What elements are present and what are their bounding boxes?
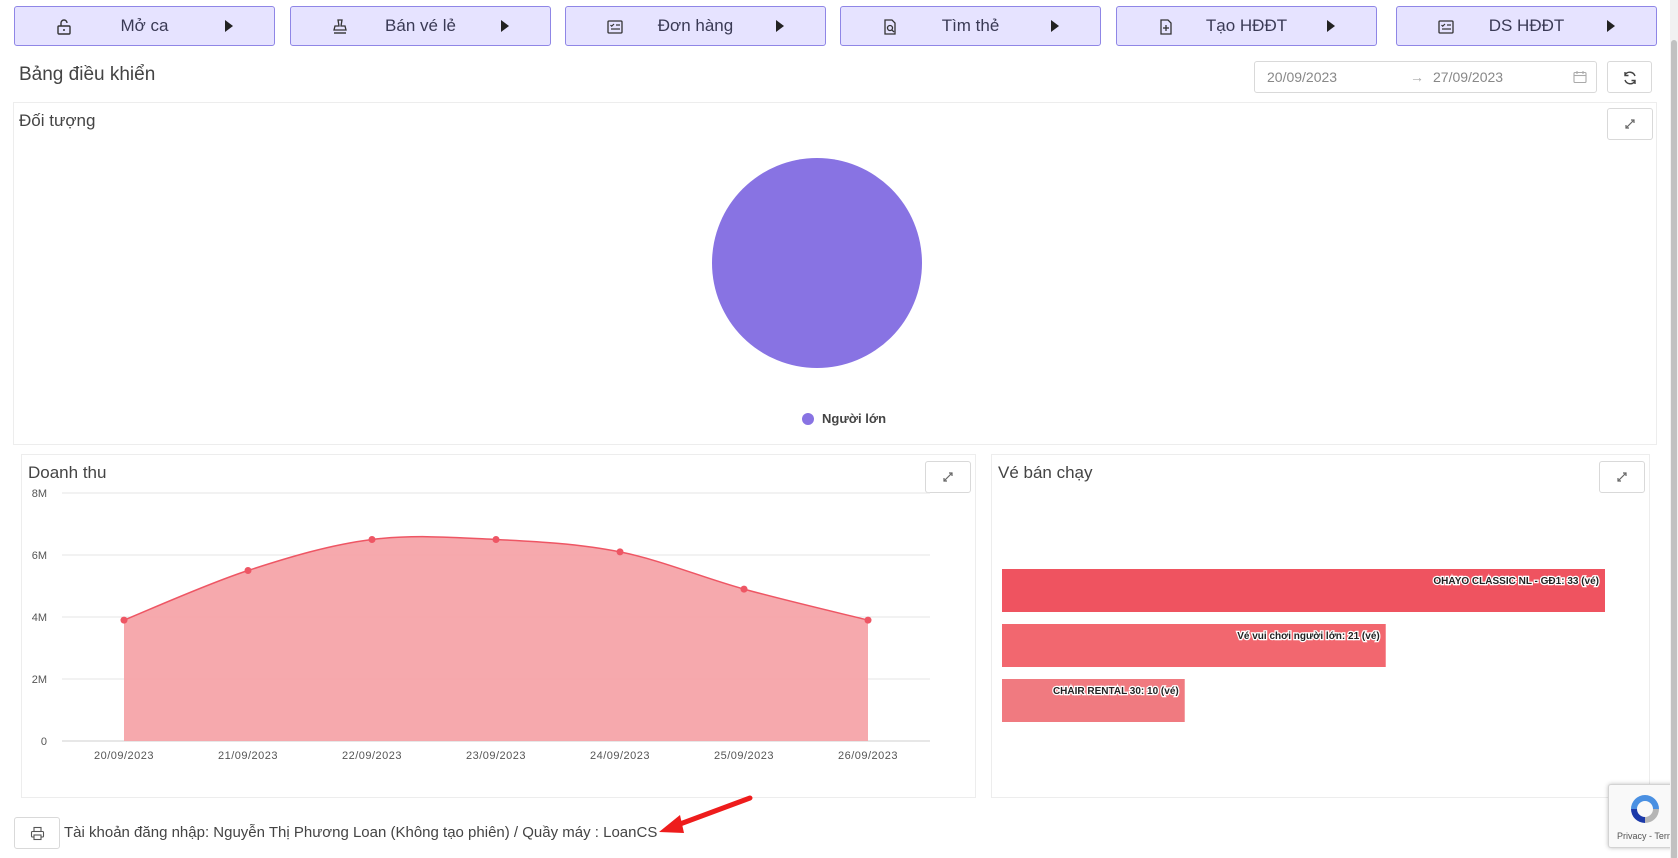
sell-ticket-button[interactable]: Bán vé lẻ	[290, 6, 551, 46]
refresh-button[interactable]	[1607, 61, 1652, 93]
caret-right-icon	[225, 20, 233, 32]
invoice-list-button[interactable]: DS HĐĐT	[1396, 6, 1657, 46]
x-tick-label: 26/09/2023	[838, 750, 898, 762]
checklist-icon	[1438, 20, 1454, 34]
bar-data-label: Vé vui chơi người lớn: 21 (vé)	[1237, 631, 1380, 642]
bar-data-label: CHAIR RENTAL 30: 10 (vé)	[1053, 686, 1179, 697]
recaptcha-text[interactable]: Privacy - Terms	[1617, 831, 1678, 841]
pie-slice	[712, 158, 922, 368]
date-separator: →	[1410, 69, 1424, 85]
revenue-area-chart: 0 2M 4M 6M 8M 20/09/2023 21/09/2023 22/09/2023 2…	[32, 488, 930, 762]
calendar-icon	[1573, 71, 1587, 84]
caret-right-icon	[776, 20, 784, 32]
open-shift-label: Mở ca	[120, 16, 169, 35]
expand-icon	[1625, 119, 1635, 129]
revenue-title: Doanh thu	[28, 463, 107, 482]
audience-title: Đối tượng	[19, 111, 96, 130]
recaptcha-badge[interactable]: Privacy - Terms	[1608, 784, 1678, 848]
expand-button[interactable]	[1599, 461, 1645, 493]
y-tick-label: 0	[41, 736, 47, 748]
revenue-panel: Doanh thu 0 2M 4M 6M 8M 20/09/2023 21/09/2023 2…	[21, 454, 976, 798]
date-to[interactable]: 27/09/2023	[1433, 69, 1504, 85]
unlock-icon	[57, 19, 71, 35]
data-point	[740, 585, 748, 593]
top-toolbar: Mở ca Bán vé lẻ Đơn hàng Tìm thẻ Tạo HĐĐ…	[14, 6, 1658, 46]
caret-right-icon	[1607, 20, 1615, 32]
y-tick-label: 4M	[32, 612, 47, 624]
find-card-label: Tìm thẻ	[941, 16, 1000, 35]
expand-icon	[943, 472, 953, 482]
legend-label-adult: Người lớn	[822, 411, 887, 426]
audience-panel: Đối tượng Người lớn	[13, 102, 1657, 445]
data-point	[864, 616, 872, 624]
checklist-icon	[607, 20, 623, 34]
caret-right-icon	[501, 20, 509, 32]
bar	[1002, 569, 1605, 612]
x-tick-label: 22/09/2023	[342, 750, 402, 762]
data-point	[120, 616, 128, 624]
caret-right-icon	[1327, 20, 1335, 32]
create-invoice-label: Tạo HĐĐT	[1205, 16, 1288, 35]
account-info: Tài khoản đăng nhập: Nguyễn Thị Phương L…	[64, 824, 658, 841]
add-file-icon	[1160, 19, 1172, 35]
pie-legend: Người lớn	[802, 411, 886, 426]
data-point	[492, 536, 500, 543]
invoice-list-label: DS HĐĐT	[1488, 16, 1565, 35]
open-shift-button[interactable]: Mở ca	[14, 6, 275, 46]
expand-button[interactable]	[925, 461, 971, 493]
data-point	[368, 536, 376, 543]
x-tick-label: 21/09/2023	[218, 750, 278, 762]
stamp-icon	[333, 19, 347, 34]
data-point	[244, 567, 252, 574]
legend-swatch	[802, 412, 814, 425]
page-scrollbar[interactable]	[1670, 0, 1678, 858]
find-card-button[interactable]: Tìm thẻ	[840, 6, 1101, 46]
page-title: Bảng điều khiển	[19, 64, 156, 85]
annotation-arrow	[659, 795, 753, 833]
recaptcha-icon	[1631, 795, 1659, 823]
y-tick-label: 2M	[32, 674, 47, 686]
x-tick-label: 20/09/2023	[94, 750, 154, 762]
audience-pie-chart	[712, 158, 922, 368]
data-point	[616, 548, 624, 556]
search-file-icon	[884, 19, 896, 35]
printer-icon	[30, 826, 45, 841]
create-invoice-button[interactable]: Tạo HĐĐT	[1116, 6, 1377, 46]
y-tick-label: 8M	[32, 488, 47, 500]
date-from[interactable]: 20/09/2023	[1267, 69, 1338, 85]
bar	[1002, 679, 1185, 722]
bar-data-label: OHAYO CLASSIC NL - GĐ1: 33 (vé)	[1433, 576, 1599, 587]
caret-right-icon	[1051, 20, 1059, 32]
x-tick-label: 23/09/2023	[466, 750, 526, 762]
revenue-area	[124, 536, 868, 741]
x-tick-label: 24/09/2023	[590, 750, 650, 762]
refresh-icon	[1624, 71, 1636, 85]
sell-ticket-label: Bán vé lẻ	[385, 16, 456, 35]
bar	[1002, 624, 1386, 667]
bestseller-bar-chart: OHAYO CLASSIC NL - GĐ1: 33 (vé) Vé vui ch…	[1002, 569, 1605, 722]
orders-label: Đơn hàng	[657, 16, 734, 35]
y-tick-label: 6M	[32, 550, 47, 562]
bestseller-title: Vé bán chạy	[998, 463, 1093, 482]
print-button[interactable]	[14, 817, 60, 849]
expand-icon	[1617, 472, 1627, 482]
date-range-picker[interactable]: 20/09/2023 → 27/09/2023	[1254, 61, 1597, 93]
x-tick-label: 25/09/2023	[714, 750, 774, 762]
orders-button[interactable]: Đơn hàng	[565, 6, 826, 46]
scrollbar-thumb[interactable]	[1671, 40, 1677, 858]
expand-button[interactable]	[1607, 108, 1653, 140]
bestseller-panel: Vé bán chạy OHAYO CLASSIC NL - GĐ1: 33 (…	[991, 454, 1650, 798]
